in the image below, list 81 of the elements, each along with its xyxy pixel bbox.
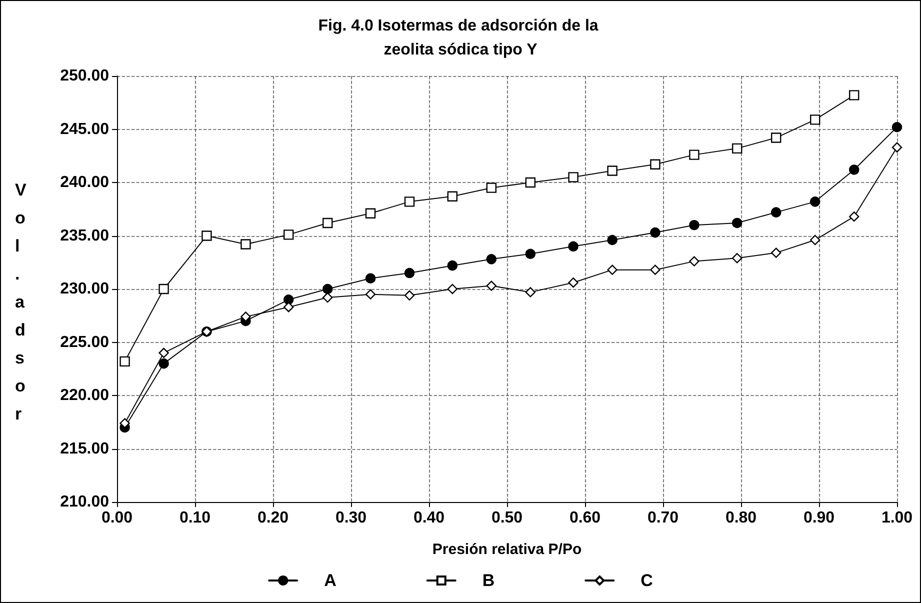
- point: [607, 166, 618, 176]
- point: [771, 132, 782, 143]
- y-tick-label: 215.00: [60, 440, 110, 458]
- point: [568, 172, 578, 182]
- legend-label: B: [482, 571, 495, 590]
- y-tick-label: 225.00: [60, 334, 110, 351]
- point: [849, 211, 860, 222]
- point: [120, 356, 130, 367]
- point: [607, 234, 618, 246]
- x-tick-label: 0.30: [335, 510, 367, 526]
- chart-title: Fig. 4.0 Isotermas de adsorción de la zeolita sódica tipo Y: [318, 18, 603, 58]
- point: [689, 150, 700, 160]
- point: [732, 218, 742, 228]
- point: [525, 177, 536, 188]
- point: [365, 208, 376, 218]
- point: [158, 284, 169, 294]
- x-tick-label: 0.50: [491, 510, 523, 526]
- x-tick-label: 0.00: [101, 510, 133, 526]
- point: [322, 284, 333, 294]
- point: [322, 218, 333, 228]
- point: [284, 230, 294, 240]
- point: [404, 290, 415, 300]
- x-tick-label: 0.40: [413, 510, 445, 526]
- point: [732, 253, 742, 264]
- point: [849, 90, 860, 100]
- point: [404, 196, 415, 207]
- point: [120, 418, 130, 428]
- point: [202, 230, 212, 241]
- x-tick-label: 0.60: [569, 510, 601, 526]
- point: [650, 159, 660, 170]
- point: [689, 220, 700, 230]
- point: [810, 234, 820, 246]
- point: [525, 287, 536, 298]
- point: [365, 289, 376, 300]
- point: [158, 358, 169, 369]
- y-tick-label: 245.00: [60, 120, 110, 138]
- point: [486, 280, 496, 291]
- legend-label: A: [324, 571, 336, 590]
- point: [284, 302, 294, 312]
- x-tick-label: 0.70: [647, 510, 679, 526]
- point: [771, 207, 782, 218]
- point: [732, 143, 742, 154]
- point: [650, 227, 660, 238]
- legend-label: C: [640, 571, 653, 590]
- point: [240, 312, 251, 322]
- point: [447, 191, 458, 202]
- x-tick-label: 0.20: [257, 510, 289, 526]
- point: [810, 114, 820, 125]
- point: [892, 142, 902, 152]
- point: [689, 256, 700, 266]
- y-tick-label: 220.00: [60, 387, 110, 404]
- point: [447, 260, 458, 271]
- point: [568, 278, 578, 288]
- point: [650, 264, 660, 275]
- point: [525, 248, 536, 259]
- x-tick-label: 0.90: [803, 510, 835, 526]
- point: [365, 273, 376, 284]
- x-tick-label: 0.10: [179, 510, 211, 526]
- point: [892, 122, 902, 132]
- y-tick-label: 230.00: [60, 280, 110, 298]
- y-tick-label: 235.00: [60, 227, 110, 244]
- point: [849, 164, 860, 175]
- x-axis-title: Presión relativa P/Po: [432, 541, 582, 558]
- point: [158, 348, 169, 358]
- point: [810, 196, 820, 207]
- point: [284, 294, 294, 305]
- point: [404, 268, 415, 278]
- point: [568, 241, 578, 252]
- point: [486, 254, 496, 264]
- point: [240, 239, 251, 250]
- x-tick-label: 0.80: [725, 510, 757, 526]
- text: Vol. adsor: [15, 180, 26, 424]
- point: [771, 248, 782, 258]
- x-tick-label: 1.00: [881, 510, 913, 526]
- point: [486, 182, 496, 193]
- y-tick-label: 250.00: [60, 68, 110, 84]
- y-tick-label: 240.00: [60, 174, 110, 191]
- point: [322, 292, 333, 303]
- y-tick-label: 210.00: [60, 494, 110, 510]
- point: [607, 264, 618, 275]
- point: [447, 284, 458, 294]
